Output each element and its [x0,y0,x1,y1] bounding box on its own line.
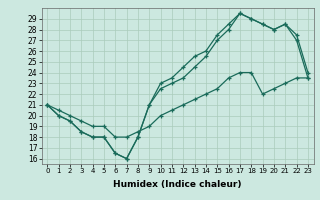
X-axis label: Humidex (Indice chaleur): Humidex (Indice chaleur) [113,180,242,189]
